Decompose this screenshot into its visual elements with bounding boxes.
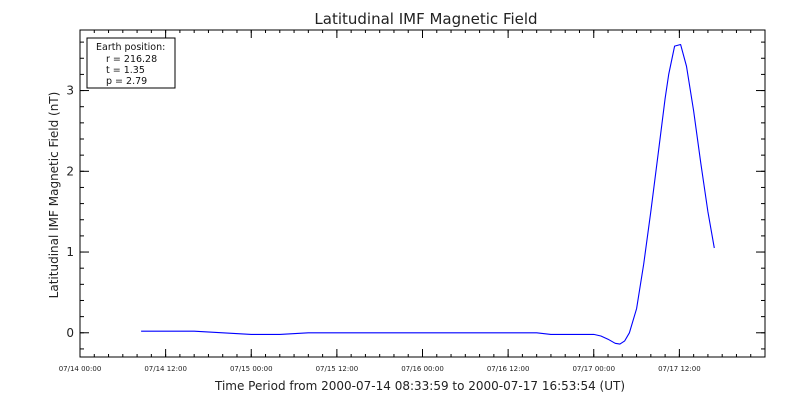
- chart-title: Latitudinal IMF Magnetic Field: [314, 10, 537, 28]
- legend-box: [86, 37, 176, 89]
- y-tick-label: 0: [66, 326, 74, 340]
- legend-line-t: t = 1.35: [106, 65, 145, 76]
- x-tick-label: 07/14 12:00: [144, 365, 187, 373]
- x-axis-label: Time Period from 2000-07-14 08:33:59 to …: [214, 379, 625, 393]
- y-tick-label: 3: [66, 84, 74, 98]
- y-axis-label: Latitudinal IMF Magnetic Field (nT): [47, 92, 61, 299]
- y-tick-label: 1: [66, 245, 74, 259]
- x-tick-label: 07/17 00:00: [572, 365, 615, 373]
- x-axis: 07/14 00:00 07/14 12:00 07/15 00:00 07/15 1…: [59, 30, 766, 373]
- legend: Earth position: r = 216.28 t = 1.35 p = …: [86, 37, 176, 89]
- x-tick-label: 07/15 12:00: [316, 365, 359, 373]
- x-tick-label: 07/17 12:00: [658, 365, 701, 373]
- legend-line-r: r = 216.28: [106, 54, 157, 65]
- x-tick-label: 07/15 00:00: [230, 365, 273, 373]
- series-layer: [141, 43, 715, 345]
- legend-line-heading: Earth position:: [96, 42, 165, 53]
- x-tick-label: 07/16 00:00: [401, 365, 444, 373]
- y-tick-label: 2: [66, 164, 74, 178]
- x-tick-label: 07/16 12:00: [487, 365, 530, 373]
- series-line: [141, 43, 715, 345]
- y-axis: 0 1 2 3: [66, 41, 765, 350]
- x-tick-label: 07/14 00:00: [59, 365, 102, 373]
- legend-line-p: p = 2.79: [106, 76, 147, 87]
